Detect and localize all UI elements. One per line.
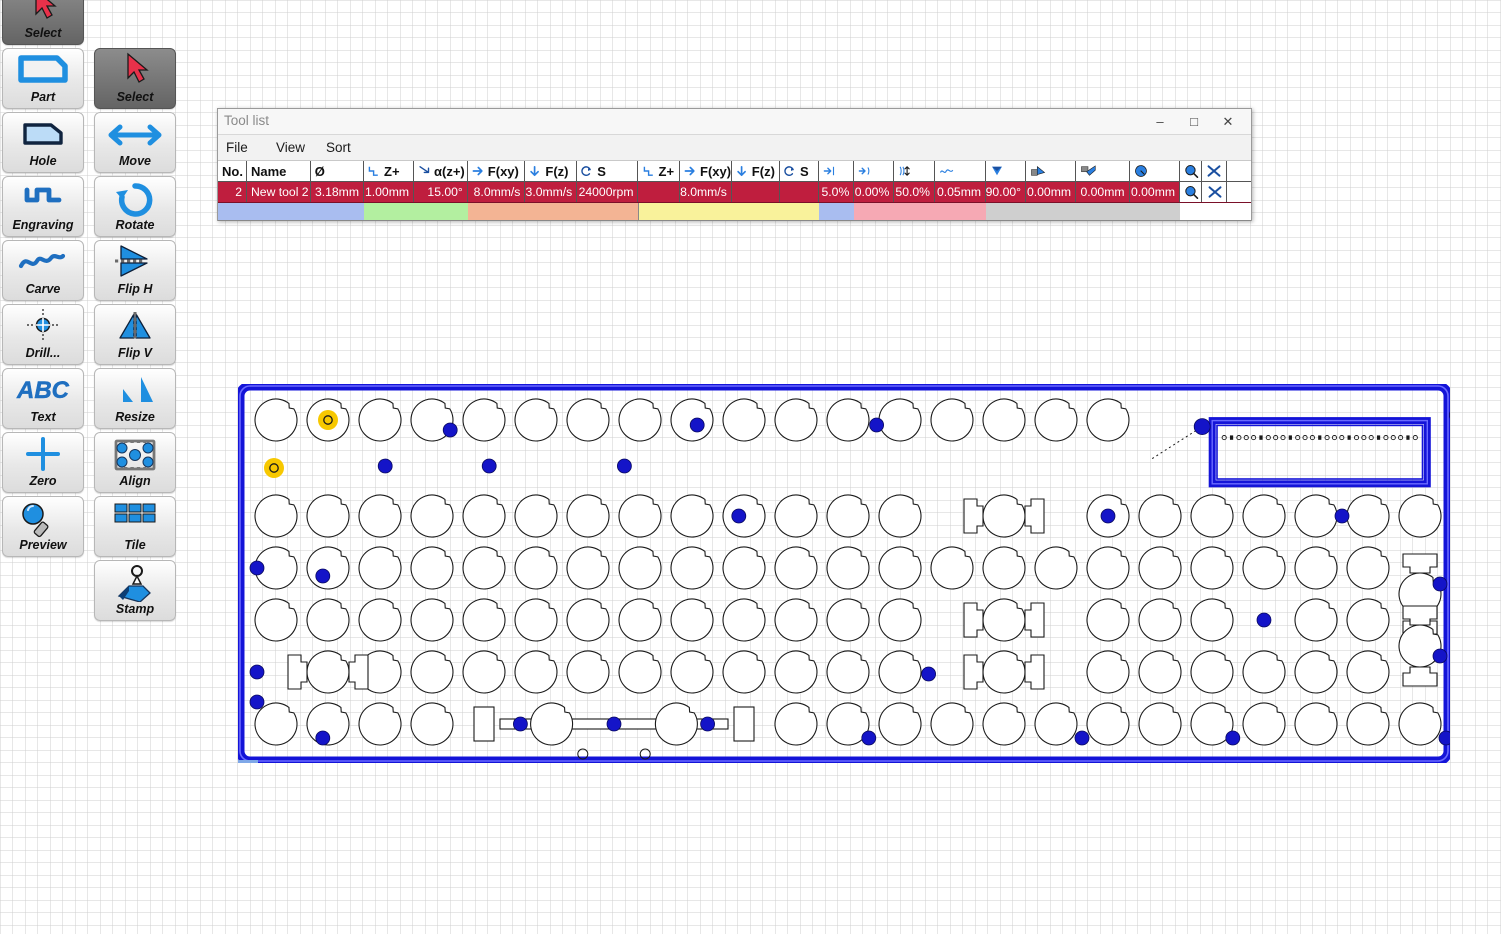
svg-text:ABC: ABC <box>16 377 70 404</box>
